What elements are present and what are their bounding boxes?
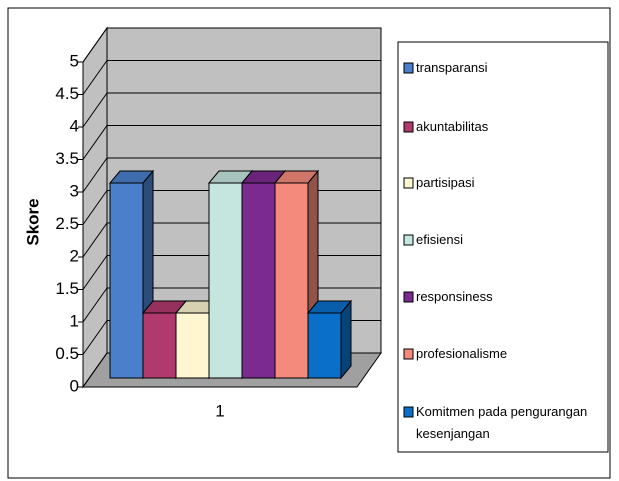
- legend-swatch: [403, 234, 414, 246]
- x-tick-label: 1: [215, 401, 224, 420]
- legend-item: akuntabilitas: [416, 119, 489, 134]
- legend-item: responsiness: [416, 289, 493, 304]
- legend-label: transparansi: [416, 60, 488, 75]
- y-tick-label: 0: [70, 376, 79, 395]
- legend-item: partisipasi: [416, 175, 475, 190]
- bar: [142, 312, 177, 379]
- grid-line-side: [82, 222, 108, 258]
- bar: [241, 182, 276, 379]
- grid-line-side: [82, 125, 108, 160]
- grid-line-side: [82, 157, 108, 193]
- legend-label: efisiensi: [416, 232, 463, 247]
- y-tick-label: 4.5: [55, 84, 79, 103]
- legend-swatch: [403, 177, 414, 189]
- bar-side: [340, 299, 352, 380]
- grid-line-side: [82, 92, 108, 128]
- grid-line-side: [82, 255, 108, 290]
- legend-swatch: [403, 62, 414, 74]
- legend-item: transparansi: [416, 60, 488, 75]
- bar: [175, 312, 210, 379]
- y-tick-label: 3.5: [55, 149, 79, 168]
- legend-swatch: [403, 348, 414, 360]
- grid-line-side: [82, 320, 108, 355]
- y-tick-label: 1.5: [55, 279, 79, 298]
- grid-line-side: [82, 287, 108, 323]
- legend-swatch: [403, 121, 414, 133]
- legend-swatch: [403, 406, 414, 418]
- y-tick-label: 1: [70, 311, 79, 330]
- legend-label: akuntabilitas: [416, 119, 489, 134]
- legend-label: responsiness: [416, 289, 493, 304]
- y-tick-label: 3: [70, 181, 79, 200]
- y-tick-label: 4: [70, 116, 79, 135]
- legend-item: efisiensi: [416, 232, 463, 247]
- y-tick-label: 2.5: [55, 214, 79, 233]
- legend-swatch: [403, 291, 414, 303]
- grid-line-side: [82, 190, 108, 225]
- legend-label: partisipasi: [416, 175, 475, 190]
- bar: [274, 182, 309, 379]
- legend-item: profesionalisme: [416, 346, 508, 361]
- bar: [307, 312, 342, 379]
- y-tick-label: 2: [70, 246, 79, 265]
- bar: [109, 182, 144, 379]
- grid-line-side: [82, 27, 108, 63]
- legend-label: profesionalisme: [416, 346, 508, 361]
- y-tick-label: 5: [70, 51, 79, 70]
- bar: [208, 182, 243, 379]
- y-tick-label: 0.5: [55, 344, 79, 363]
- y-axis-label: Skore: [23, 198, 42, 245]
- grid-line-side: [82, 352, 108, 388]
- legend-box: [397, 41, 609, 453]
- legend-item: Komitmen pada pengurangan kesenjangan: [416, 404, 588, 441]
- grid-line-side: [82, 60, 108, 95]
- legend-label: Komitmen pada pengurangan kesenjangan: [416, 404, 588, 441]
